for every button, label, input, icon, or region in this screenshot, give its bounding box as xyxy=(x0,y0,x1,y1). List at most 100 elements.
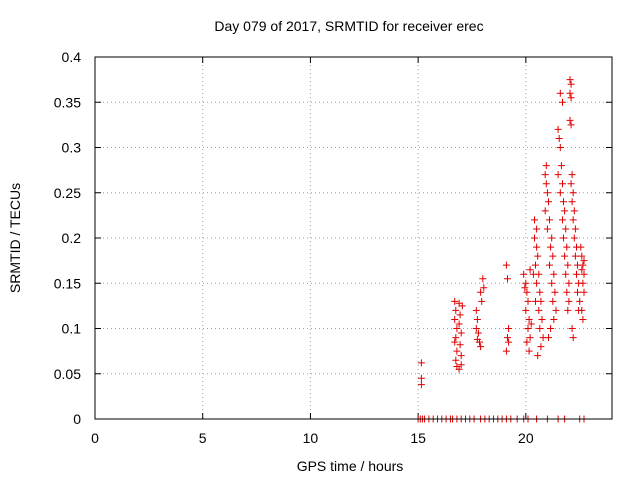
data-point xyxy=(472,306,480,314)
data-point xyxy=(520,270,528,278)
data-point xyxy=(548,279,556,287)
x-tick-label: 5 xyxy=(199,430,207,446)
data-point xyxy=(579,261,587,269)
y-tick-label: 0.25 xyxy=(54,185,81,201)
data-point xyxy=(534,252,542,260)
data-point xyxy=(569,334,577,342)
data-point xyxy=(538,316,546,323)
data-point xyxy=(559,216,566,224)
data-point xyxy=(417,359,425,367)
data-point xyxy=(524,297,532,305)
data-point xyxy=(545,334,552,342)
data-point xyxy=(570,207,578,215)
data-point xyxy=(570,234,578,242)
data-point xyxy=(522,306,530,314)
data-point xyxy=(564,306,572,314)
x-tick-label: 0 xyxy=(91,430,99,446)
data-point xyxy=(561,207,569,215)
y-tick-label: 0.05 xyxy=(54,366,81,382)
chart-title: Day 079 of 2017, SRMTID for receiver ere… xyxy=(214,18,483,34)
data-point xyxy=(567,80,575,88)
y-tick-label: 0 xyxy=(73,411,81,427)
data-point xyxy=(479,275,487,283)
data-point xyxy=(502,347,510,355)
data-point xyxy=(580,270,588,278)
data-point xyxy=(505,325,513,332)
data-point xyxy=(478,297,486,305)
data-point xyxy=(532,261,539,269)
data-point xyxy=(525,347,533,355)
data-point xyxy=(453,347,461,355)
data-point xyxy=(452,334,460,342)
data-point xyxy=(477,288,485,296)
data-point xyxy=(571,225,579,233)
data-point xyxy=(534,352,542,360)
data-point xyxy=(550,316,558,323)
data-point xyxy=(567,180,575,188)
data-point xyxy=(551,288,559,296)
data-point xyxy=(576,297,584,305)
data-point xyxy=(524,325,532,332)
data-point xyxy=(451,316,459,323)
data-points xyxy=(414,76,588,423)
data-point xyxy=(560,234,567,242)
data-point xyxy=(504,275,511,283)
data-point xyxy=(552,306,560,314)
data-point xyxy=(579,316,587,323)
data-point xyxy=(574,288,581,296)
data-point xyxy=(568,325,576,332)
x-tick-labels: 0 5 10 15 20 xyxy=(91,430,534,446)
data-point xyxy=(556,144,564,151)
data-point xyxy=(457,329,465,337)
plot-frame xyxy=(94,56,613,420)
data-point xyxy=(573,270,580,278)
y-tick-labels: 0 0.05 0.1 0.15 0.2 0.25 0.3 0.35 0.4 xyxy=(54,49,81,427)
data-point xyxy=(455,320,463,328)
data-point xyxy=(563,243,571,251)
data-point xyxy=(543,189,551,197)
data-point xyxy=(451,338,459,346)
data-point xyxy=(527,320,535,328)
y-tick-label: 0.35 xyxy=(54,94,81,110)
data-point xyxy=(473,316,481,323)
data-point xyxy=(542,180,550,188)
x-tick-label: 20 xyxy=(518,430,534,446)
data-point xyxy=(526,334,534,342)
data-point xyxy=(523,338,531,346)
data-point xyxy=(546,216,553,224)
data-point xyxy=(549,297,557,305)
y-axis-label: SRMTID / TECUs xyxy=(7,183,23,293)
data-point xyxy=(564,261,572,269)
data-point xyxy=(550,270,558,278)
data-point xyxy=(541,171,549,179)
data-point xyxy=(505,338,513,346)
data-point xyxy=(546,261,553,269)
data-point xyxy=(472,325,480,332)
data-point xyxy=(529,270,537,278)
data-point xyxy=(452,306,460,314)
data-point xyxy=(452,356,460,364)
data-point xyxy=(578,252,586,260)
data-point xyxy=(556,89,564,97)
data-point xyxy=(536,288,544,296)
y-tick-label: 0.1 xyxy=(62,321,82,337)
data-point xyxy=(417,374,425,382)
data-point xyxy=(562,225,570,233)
data-point xyxy=(565,279,573,287)
data-point xyxy=(543,225,551,233)
data-point xyxy=(522,279,530,287)
data-point xyxy=(561,252,569,260)
data-point xyxy=(456,311,464,319)
y-tick-label: 0.4 xyxy=(62,49,82,65)
data-point xyxy=(555,135,563,142)
data-point xyxy=(531,216,538,224)
y-tick-label: 0.3 xyxy=(62,140,82,156)
data-point xyxy=(557,162,565,170)
data-point xyxy=(456,341,464,349)
data-point xyxy=(531,234,538,242)
grid-lines xyxy=(95,57,612,419)
data-point xyxy=(578,266,586,274)
data-point xyxy=(477,343,485,351)
data-point xyxy=(502,261,510,269)
data-point xyxy=(533,225,541,233)
